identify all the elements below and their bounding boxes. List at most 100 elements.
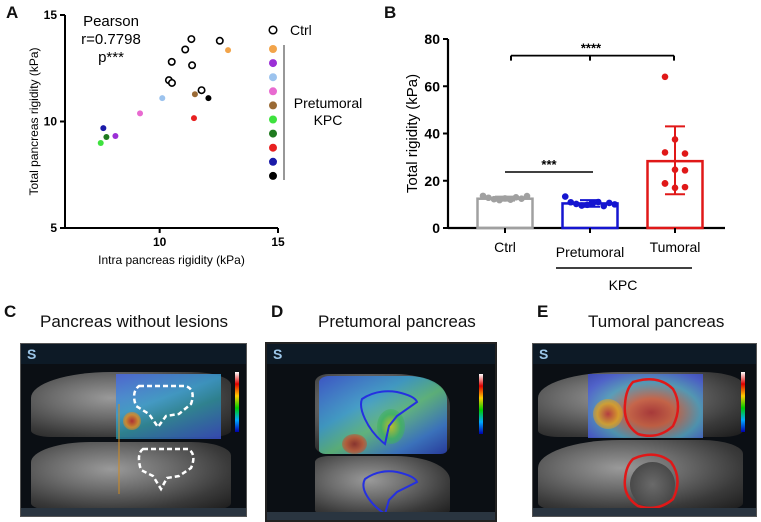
- data-point: [681, 150, 689, 157]
- bar-ctrl: [476, 197, 534, 230]
- y-tick-label: 20: [424, 173, 440, 189]
- color-scale-bar: [479, 374, 483, 434]
- x-tick-label: 15: [271, 235, 285, 249]
- data-point: [490, 195, 498, 203]
- data-point: [518, 195, 525, 203]
- x-tick-label: 10: [153, 235, 167, 249]
- image-header: S: [533, 344, 756, 364]
- color-scale-bar: [235, 372, 239, 432]
- data-point: [501, 195, 509, 202]
- data-point: [605, 199, 613, 207]
- legend-ctrl-label: Ctrl: [290, 22, 312, 38]
- x-axis-label: Intra pancreas rigidity (kPa): [98, 253, 245, 267]
- data-point: [578, 202, 586, 209]
- roi-outlines: [360, 390, 419, 516]
- pretumoral-point: [225, 47, 232, 54]
- legend-marker: [269, 157, 277, 166]
- legend-marker: [269, 59, 277, 68]
- legend-marker: [269, 129, 277, 138]
- legend-ctrl-marker: [268, 25, 278, 35]
- pearson-annotation: r=0.7798: [81, 31, 141, 48]
- color-scale-bar: [741, 372, 745, 432]
- pearson-annotation: p***: [98, 49, 124, 66]
- pretumoral-point: [190, 115, 197, 122]
- data-point: [681, 167, 689, 174]
- roi-outlines: [623, 377, 680, 510]
- data-point: [561, 193, 569, 200]
- scatter-chart: 5 10 15 10 15 Intra pancreas rigidity (kPa) To…: [27, 8, 362, 267]
- data-point: [572, 200, 580, 208]
- legend-group-label: KPC: [314, 112, 343, 128]
- y-tick-label: 10: [44, 115, 58, 129]
- panel-letter-e: E: [537, 302, 549, 321]
- panel-letter-d: D: [271, 302, 284, 321]
- y-tick-label: 40: [424, 126, 440, 142]
- bar-chart: 0 20 40 60 80 Total rigidity (kPa) Ctrl Pretumo…: [404, 31, 725, 293]
- pretumoral-point: [137, 110, 144, 117]
- data-point: [661, 73, 669, 81]
- y-axis-label: Total pancreas rigidity (kPa): [27, 47, 41, 195]
- y-axis-label: Total rigidity (kPa): [404, 74, 421, 193]
- ctrl-point: [188, 61, 197, 70]
- legend-marker: [269, 171, 277, 180]
- legend-marker: [269, 101, 277, 110]
- data-point: [671, 184, 679, 192]
- data-point: [496, 196, 503, 204]
- group-label: KPC: [609, 277, 638, 293]
- pretumoral-point: [103, 134, 110, 141]
- data-point: [611, 201, 619, 208]
- category-label: Tumoral: [650, 239, 701, 255]
- data-point: [485, 194, 492, 202]
- data-point: [681, 183, 689, 191]
- ctrl-point: [167, 78, 176, 87]
- ctrl-point: [197, 86, 206, 95]
- ctrl-point: [187, 35, 196, 44]
- ultrasound-image-d: S: [265, 342, 497, 522]
- logo-icon: S: [27, 346, 37, 362]
- panel-letter-c: C: [4, 302, 17, 321]
- data-point: [512, 193, 520, 201]
- significance-label: ***: [541, 157, 557, 172]
- legend-marker: [269, 115, 277, 124]
- y-tick-label: 0: [432, 220, 440, 236]
- data-point: [567, 198, 575, 206]
- panel-letter-a: A: [6, 3, 19, 22]
- y-tick-label: 80: [424, 31, 440, 47]
- data-point: [661, 180, 669, 187]
- data-point: [589, 200, 597, 207]
- legend-group-label: Pretumoral: [294, 95, 362, 111]
- pretumoral-point: [97, 140, 104, 147]
- pretumoral-point: [191, 91, 198, 98]
- category-label: Ctrl: [494, 239, 516, 255]
- panel-title-e: Tumoral pancreas: [588, 312, 725, 331]
- image-header: S: [267, 344, 495, 364]
- y-tick-label: 60: [424, 78, 440, 94]
- ctrl-point: [181, 45, 190, 54]
- data-point: [671, 136, 679, 143]
- data-point: [661, 149, 669, 156]
- panel-title-d: Pretumoral pancreas: [318, 312, 476, 331]
- category-label: Pretumoral: [556, 244, 624, 260]
- legend-marker: [269, 73, 277, 82]
- roi-outlines: [118, 384, 195, 494]
- y-tick-label: 15: [44, 8, 58, 22]
- data-point: [479, 192, 487, 200]
- data-point: [583, 201, 591, 209]
- logo-icon: S: [273, 346, 283, 362]
- data-point: [594, 198, 602, 206]
- legend-marker: [269, 87, 277, 96]
- image-header: S: [21, 344, 246, 364]
- logo-icon: S: [539, 346, 549, 362]
- panel-letter-b: B: [384, 3, 397, 22]
- data-point: [523, 192, 531, 200]
- pearson-annotation: Pearson: [83, 13, 139, 30]
- significance-label: ****: [581, 41, 602, 56]
- pretumoral-point: [100, 125, 107, 132]
- y-tick-label: 5: [50, 221, 57, 235]
- legend-marker: [269, 143, 277, 152]
- pretumoral-point: [112, 132, 119, 139]
- legend-marker: [269, 45, 277, 53]
- panel-title-c: Pancreas without lesions: [40, 312, 229, 331]
- data-point: [600, 202, 608, 210]
- ultrasound-image-c: S: [20, 343, 247, 517]
